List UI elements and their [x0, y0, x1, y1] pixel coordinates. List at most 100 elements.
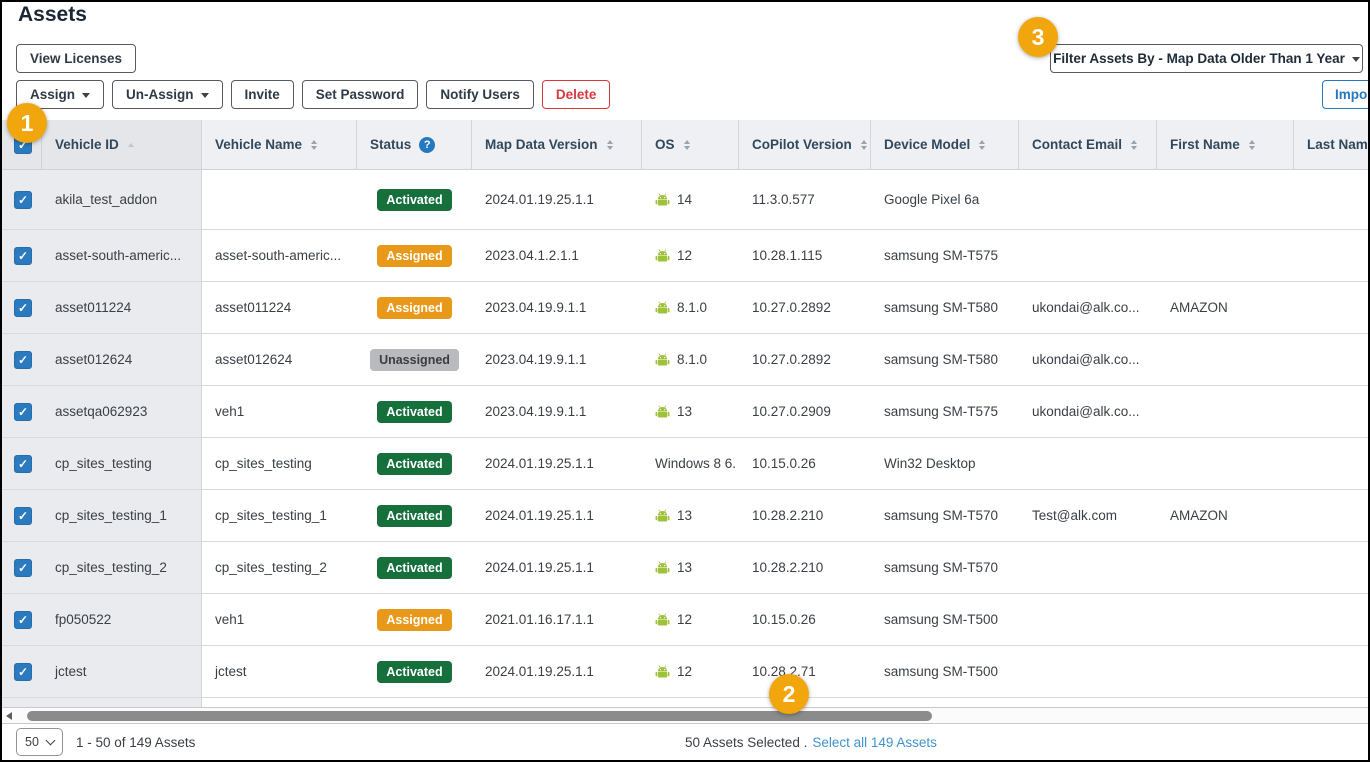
cell-vehicle-name: asset-south-americ... — [202, 230, 357, 281]
cell-device-model: samsung SM-T580 — [871, 334, 1019, 385]
cell-map-data-version: 2023.04.19.9.1.1 — [472, 386, 642, 437]
sort-icon — [979, 140, 985, 150]
row-checkbox[interactable] — [14, 559, 32, 577]
cell-status: Assigned — [357, 230, 472, 281]
android-icon — [655, 665, 670, 679]
cell-vehicle-name: asset011224 — [202, 282, 357, 333]
cell-vehicle-name: asset012624 — [202, 334, 357, 385]
filter-assets-dropdown[interactable]: Filter Assets By - Map Data Older Than 1… — [1050, 44, 1363, 73]
column-header-device-model[interactable]: Device Model — [871, 120, 1019, 169]
cell-device-model: samsung SM-T500 — [871, 646, 1019, 697]
cell-last-name — [1294, 490, 1370, 541]
column-header-last-name[interactable]: Last Name — [1294, 120, 1370, 169]
cell-device-model: Win32 Desktop — [871, 438, 1019, 489]
cell-os: 8.1.0 — [642, 334, 739, 385]
delete-button[interactable]: Delete — [542, 80, 611, 109]
un-assign-button[interactable]: Un-Assign — [112, 80, 223, 109]
selected-count-text: 50 Assets Selected . — [685, 735, 807, 750]
chevron-down-icon — [46, 735, 56, 745]
cell-vehicle-id: cp_sites_testing_2 — [42, 542, 202, 593]
help-icon[interactable] — [419, 137, 435, 153]
cell-status: Activated — [357, 542, 472, 593]
callout-badge-1: 1 — [7, 103, 47, 143]
page-title: Assets — [18, 3, 87, 27]
row-checkbox[interactable] — [14, 299, 32, 317]
cell-map-data-version: 2024.01.19.25.1.1 — [472, 542, 642, 593]
row-checkbox[interactable] — [14, 247, 32, 265]
page-size-select[interactable]: 50 — [16, 728, 63, 756]
table-row: asset-south-americ...asset-south-americ.… — [2, 230, 1370, 282]
column-header-vehicle-name[interactable]: Vehicle Name — [202, 120, 357, 169]
status-badge: Assigned — [377, 609, 451, 631]
view-licenses-button[interactable]: View Licenses — [16, 44, 136, 73]
range-text: 1 - 50 of 149 Assets — [76, 724, 195, 760]
cell-os: 13 — [642, 386, 739, 437]
import-button[interactable]: Import — [1322, 80, 1370, 109]
row-checkbox[interactable] — [14, 611, 32, 629]
status-badge: Activated — [377, 189, 451, 211]
table-row: akila_test_addonActivated2024.01.19.25.1… — [2, 170, 1370, 230]
column-header-first-name[interactable]: First Name — [1157, 120, 1294, 169]
column-header-vehicle-id[interactable]: Vehicle ID — [42, 120, 202, 169]
cell-first-name — [1157, 438, 1294, 489]
cell-map-data-version: 2024.01.19.25.1.1 — [472, 438, 642, 489]
cell-os: 8.1.0 — [642, 282, 739, 333]
cell-os: Windows 8 6. — [642, 438, 739, 489]
cell-first-name — [1157, 230, 1294, 281]
column-header-os[interactable]: OS — [642, 120, 739, 169]
row-checkbox[interactable] — [14, 403, 32, 421]
column-header-map-data-version[interactable]: Map Data Version — [472, 120, 642, 169]
pagination-footer: 50 1 - 50 of 149 Assets 50 Assets Select… — [2, 724, 1370, 760]
callout-badge-3: 3 — [1018, 17, 1058, 57]
sort-icon — [684, 140, 690, 150]
cell-copilot-version: 10.28.1.115 — [739, 230, 871, 281]
cell-vehicle-name: veh1 — [202, 386, 357, 437]
status-badge: Assigned — [377, 297, 451, 319]
cell-status: Assigned — [357, 594, 472, 645]
cell-map-data-version: 2024.01.19.25.1.1 — [472, 646, 642, 697]
horizontal-scrollbar[interactable] — [2, 707, 1370, 724]
notify-users-button[interactable]: Notify Users — [426, 80, 534, 109]
cell-last-name — [1294, 282, 1370, 333]
row-checkbox[interactable] — [14, 507, 32, 525]
android-icon — [655, 405, 670, 419]
status-badge: Activated — [377, 557, 451, 579]
cell-vehicle-id: asset011224 — [42, 282, 202, 333]
os-version-text: 12 — [677, 248, 692, 263]
status-badge: Unassigned — [370, 349, 459, 371]
scroll-left-arrow-icon[interactable] — [6, 712, 12, 720]
cell-contact-email — [1019, 170, 1157, 229]
cell-vehicle-id: asset-south-americ... — [42, 230, 202, 281]
column-header-status[interactable]: Status — [357, 120, 472, 169]
set-password-button[interactable]: Set Password — [302, 80, 419, 109]
cell-os: 12 — [642, 594, 739, 645]
invite-button[interactable]: Invite — [231, 80, 294, 109]
android-icon — [655, 353, 670, 367]
row-checkbox[interactable] — [14, 663, 32, 681]
toolbar: Assign Un-Assign Invite Set Password Not… — [16, 80, 610, 109]
column-header-copilot-version[interactable]: CoPilot Version — [739, 120, 871, 169]
row-checkbox[interactable] — [14, 191, 32, 209]
cell-map-data-version: 2021.01.16.17.1.1 — [472, 594, 642, 645]
sort-icon — [311, 140, 317, 150]
table-row: fp050522veh1Assigned2021.01.16.17.1.1121… — [2, 594, 1370, 646]
os-version-text: 8.1.0 — [677, 300, 707, 315]
cell-contact-email: ukondai@alk.co... — [1019, 282, 1157, 333]
cell-contact-email: ukondai@alk.co... — [1019, 386, 1157, 437]
status-badge: Activated — [377, 505, 451, 527]
cell-last-name — [1294, 646, 1370, 697]
cell-vehicle-name: cp_sites_testing_1 — [202, 490, 357, 541]
cell-device-model: samsung SM-T575 — [871, 230, 1019, 281]
table-row-partial — [2, 698, 1370, 707]
android-icon — [655, 509, 670, 523]
row-checkbox[interactable] — [14, 351, 32, 369]
sort-icon — [1249, 140, 1255, 150]
status-badge: Activated — [377, 661, 451, 683]
assets-table: Vehicle ID Vehicle Name Status Map Data … — [2, 120, 1370, 707]
cell-device-model: samsung SM-T570 — [871, 490, 1019, 541]
select-all-link[interactable]: Select all 149 Assets — [812, 735, 937, 750]
cell-last-name — [1294, 386, 1370, 437]
row-checkbox[interactable] — [14, 455, 32, 473]
column-header-contact-email[interactable]: Contact Email — [1019, 120, 1157, 169]
cell-copilot-version: 10.28.2.210 — [739, 490, 871, 541]
